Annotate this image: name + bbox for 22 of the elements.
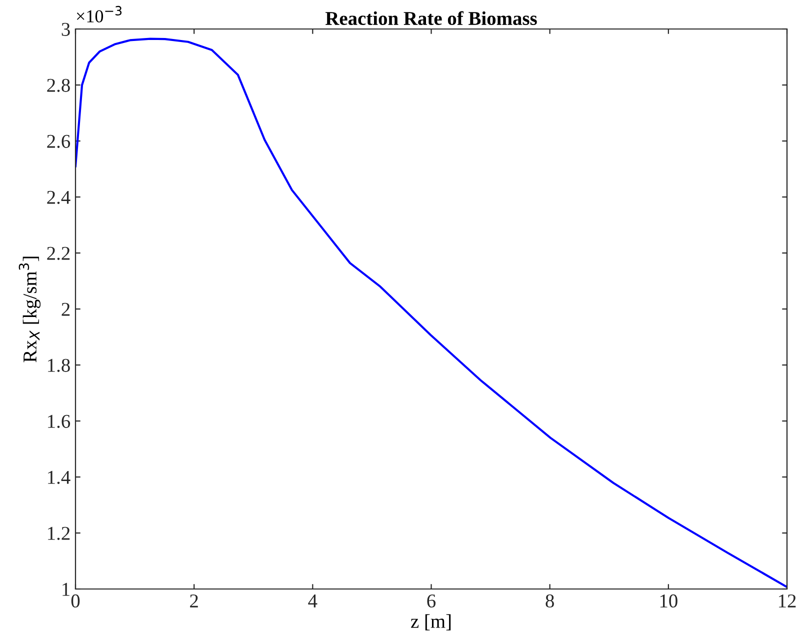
y-tick-label: 1.4: [48, 470, 70, 484]
y-axis-title: Rx$_{X}$ [kg/sm$^{3}$]: [18, 256, 41, 362]
x-tick-label: 6: [427, 594, 436, 608]
y-tick-label: 2: [62, 302, 70, 316]
y-tick-label: 2.4: [47, 190, 70, 204]
x-tick-label: 0: [71, 594, 80, 608]
x-tick-label: 12: [778, 594, 796, 608]
y-tick-label: 2.6: [47, 134, 70, 148]
y-tick-label: 2.2: [47, 246, 70, 260]
x-tick-label: 10: [660, 594, 678, 608]
x-tick-label: 2: [190, 594, 198, 608]
y-tick-label: 2.8: [47, 78, 70, 92]
x-tick-label: 4: [308, 594, 318, 608]
chart-title: Reaction Rate of Biomass: [325, 11, 537, 26]
y-tick-label: 1.6: [48, 414, 70, 428]
x-axis-title: z [m]: [410, 614, 451, 630]
y-tick-label: 3: [62, 22, 70, 36]
y-tick-label: 1.2: [48, 526, 70, 540]
text: ×10$^{−3}$: [76, 6, 122, 22]
y-tick-label: 1.8: [48, 358, 70, 372]
y-tick-label: 1: [62, 582, 70, 596]
x-tick-label: 8: [546, 594, 554, 608]
